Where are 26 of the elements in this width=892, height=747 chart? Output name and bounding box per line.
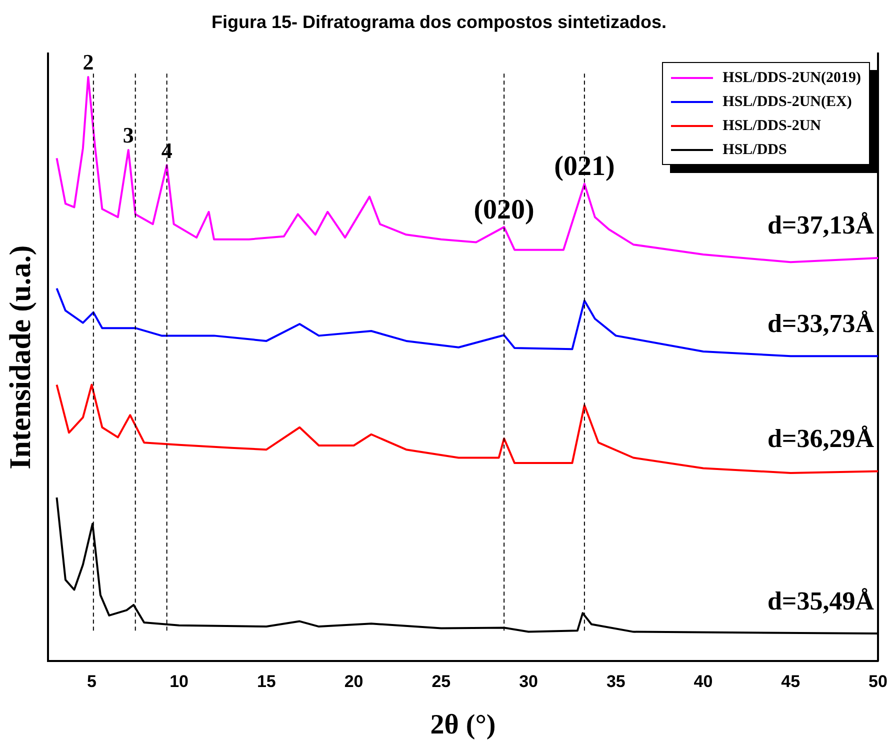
x-tick-label: 15 [256, 672, 276, 691]
annotation: 4 [161, 138, 172, 163]
chart-title: Figura 15- Difratograma dos compostos sintetizados. [211, 12, 667, 32]
x-tick-label: 35 [606, 672, 626, 691]
x-tick-label: 50 [868, 672, 888, 691]
annotation: d=37,13Å [767, 210, 874, 240]
annotation: (020) [474, 194, 534, 226]
annotation: 3 [122, 122, 134, 148]
y-axis-title: Intensidade (u.a.) [4, 245, 37, 470]
x-tick-label: 25 [432, 672, 451, 691]
annotation: (021) [554, 151, 615, 182]
x-axis-title: 2θ (°) [430, 709, 496, 740]
x-tick-label: 40 [694, 672, 713, 691]
annotation: d=36,29Å [767, 424, 874, 453]
x-tick-label: 30 [519, 672, 538, 691]
legend-label: HSL/DDS [722, 142, 787, 158]
annotation: d=33,73Å [767, 308, 874, 338]
annotation: d=35,49Å [767, 586, 874, 616]
annotation: 2 [82, 50, 94, 75]
legend-label: HSL/DDS-2UN [722, 118, 822, 134]
x-tick-label: 45 [781, 672, 800, 691]
x-tick-label: 20 [344, 672, 364, 691]
x-tick-label: 5 [86, 672, 96, 691]
legend-label: HSL/DDS-2UN(EX) [722, 94, 852, 110]
x-tick-label: 10 [170, 672, 189, 691]
legend-label: HSL/DDS-2UN(2019) [722, 70, 861, 86]
